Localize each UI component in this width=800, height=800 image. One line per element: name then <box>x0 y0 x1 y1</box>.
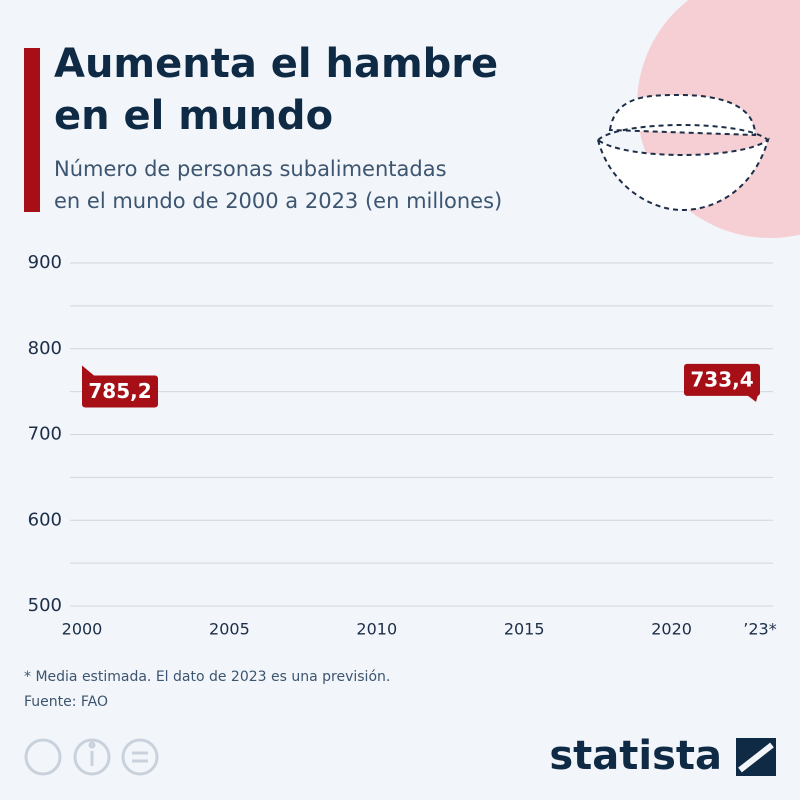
brand-logo <box>736 738 776 776</box>
subtitle: en el mundo de 2000 a 2023 (en millones) <box>54 189 502 213</box>
y-tick-label: 700 <box>28 424 62 445</box>
x-tick-label: 2020 <box>651 620 692 639</box>
brand: statista <box>549 733 722 779</box>
x-tick-label: ’23* <box>743 620 776 639</box>
x-tick-label: 2015 <box>504 620 545 639</box>
title: Aumenta el hambre <box>54 41 498 87</box>
x-tick-label: 2000 <box>62 620 103 639</box>
x-tick-label: 2005 <box>209 620 250 639</box>
y-tick-label: 800 <box>28 338 62 359</box>
y-tick-label: 900 <box>28 252 62 273</box>
title: en el mundo <box>54 93 333 139</box>
y-tick-label: 500 <box>28 595 62 616</box>
data-label: 785,2 <box>88 379 151 403</box>
bowl-icon <box>596 93 770 212</box>
label-box <box>684 363 760 396</box>
label-box <box>82 375 158 408</box>
license-icons <box>24 738 159 776</box>
x-tick-label: 2010 <box>356 620 397 639</box>
y-tick-label: 600 <box>28 509 62 530</box>
subtitle: Número de personas subalimentadas <box>54 157 447 181</box>
title-bar <box>24 48 40 212</box>
source: Fuente: FAO <box>24 694 108 710</box>
data-label: 733,4 <box>690 367 753 391</box>
note: * Media estimada. El dato de 2023 es una… <box>24 669 390 685</box>
